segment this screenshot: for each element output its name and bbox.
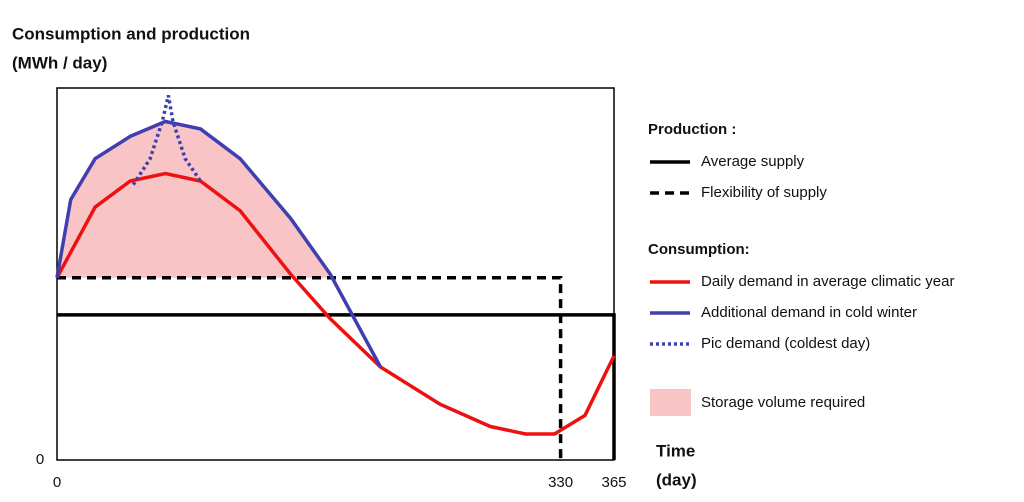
- x-tick-label: 0: [53, 474, 61, 491]
- series-line: [55, 171, 616, 436]
- legend-heading: Production :: [648, 121, 736, 138]
- series-lines: [55, 95, 616, 460]
- legend-label: Flexibility of supply: [701, 184, 827, 201]
- y-tick-label: 0: [36, 451, 44, 468]
- x-tick-label: 365: [601, 474, 626, 491]
- x-axis-unit: (day): [656, 470, 697, 489]
- legend-label: Daily demand in average climatic year: [701, 273, 954, 290]
- legend-label: Additional demand in cold winter: [701, 304, 917, 321]
- legend-heading: Consumption:: [648, 241, 750, 258]
- x-axis-label: Time: [656, 441, 695, 460]
- storage-area: [57, 121, 331, 278]
- series-line: [57, 275, 563, 460]
- series-line: [131, 95, 202, 186]
- chart-title: Consumption and production: [12, 24, 250, 43]
- legend-swatch: [650, 389, 691, 416]
- series-line: [55, 119, 383, 368]
- legend: Production : Average supply Flexibility of…: [648, 121, 954, 416]
- y-axis-label: (MWh / day): [12, 53, 107, 72]
- legend-label: Pic demand (coldest day): [701, 335, 870, 352]
- plot-area: [57, 121, 331, 278]
- legend-label: Average supply: [701, 153, 805, 170]
- x-tick-label: 330: [548, 474, 573, 491]
- legend-label: Storage volume required: [701, 394, 865, 411]
- series-line: [57, 313, 616, 460]
